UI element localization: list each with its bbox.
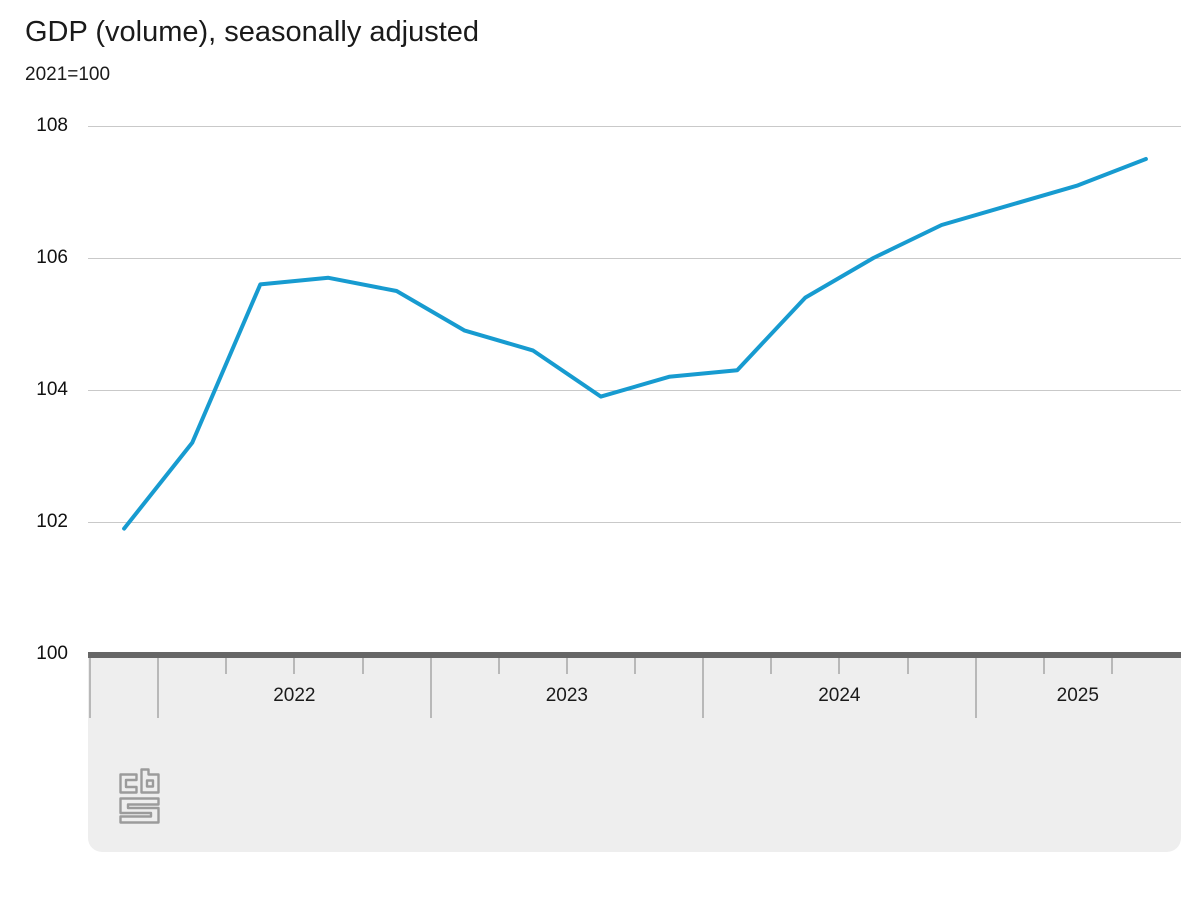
year-tick [429, 658, 432, 718]
year-label-2022: 2022 [273, 685, 316, 706]
year-label-2023: 2023 [545, 685, 589, 706]
y-tick-label-104: 104 [36, 379, 68, 400]
quarter-tick [497, 658, 500, 674]
quarter-tick [565, 658, 568, 674]
year-tick [974, 658, 977, 718]
y-tick-label-106: 106 [36, 247, 68, 268]
quarter-tick [634, 658, 636, 674]
quarter-tick [1110, 658, 1113, 674]
quarter-tick [838, 658, 841, 674]
cbs-logo-glyph [119, 768, 160, 824]
gdp-line-series [122, 157, 1148, 531]
quarter-tick [361, 658, 364, 674]
y-tick-label-102: 102 [36, 511, 68, 532]
year-label-2025: 2025 [1056, 685, 1099, 706]
gridline-106 [88, 257, 1181, 259]
chart-subtitle: 2021=100 [25, 64, 111, 85]
gridline-108 [88, 125, 1181, 127]
x-axis-panel: 2022 2023 2024 2025 [88, 652, 1181, 852]
year-tick [157, 658, 160, 718]
x-axis-baseline-bar [88, 652, 1181, 658]
gridline-102 [88, 521, 1181, 523]
chart-title: GDP (volume), seasonally adjusted [25, 16, 480, 48]
year-tick [702, 658, 705, 718]
cbs-logo [119, 768, 160, 824]
y-tick-label-100: 100 [36, 643, 68, 664]
gridline-104 [88, 389, 1181, 391]
quarter-tick [293, 658, 296, 674]
quarter-tick [906, 658, 909, 674]
quarter-tick [770, 658, 773, 674]
quarter-tick [1042, 658, 1045, 674]
y-tick-label-108: 108 [36, 115, 68, 136]
year-label-2024: 2024 [818, 685, 861, 706]
quarter-tick [225, 658, 228, 674]
year-tick [89, 658, 91, 718]
